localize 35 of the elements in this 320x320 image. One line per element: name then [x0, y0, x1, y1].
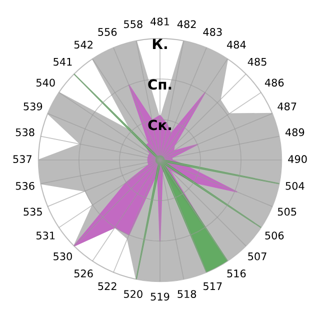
spoke-label: 483 [203, 28, 222, 36]
spoke-label: 535 [24, 208, 42, 216]
spoke-label: 507 [248, 252, 266, 260]
spoke-label: 558 [124, 20, 142, 28]
spoke-label: 540 [36, 78, 55, 87]
spoke-label: 482 [177, 20, 196, 28]
spoke-label: 538 [16, 128, 34, 136]
y-tick-label: К. [152, 38, 167, 49]
spoke-label: 520 [124, 290, 142, 298]
spoke-label: 504 [286, 182, 304, 190]
spoke-label: 489 [285, 128, 304, 136]
spoke-label: 484 [227, 40, 246, 49]
spoke-label: 506 [265, 232, 284, 240]
spoke-label: 556 [98, 28, 117, 36]
spoke-label: 536 [16, 182, 34, 190]
spoke-label: 487 [278, 102, 296, 110]
spoke-label: 522 [98, 282, 116, 290]
spoke-label: 505 [278, 208, 296, 216]
spoke-label: 519 [150, 292, 170, 301]
spoke-label: 537 [13, 155, 32, 164]
spoke-label: 485 [248, 58, 266, 66]
spoke-label: 542 [74, 40, 92, 49]
spoke-label: 486 [264, 78, 284, 87]
y-tick-label: Сп. [148, 79, 172, 90]
spoke-label: 516 [227, 270, 246, 278]
y-tick-label: Ск. [148, 120, 172, 130]
spoke-label: 490 [288, 155, 307, 164]
spoke-label: 531 [36, 232, 55, 240]
spoke-label: 539 [24, 102, 42, 110]
spoke-label: 481 [150, 18, 169, 26]
spoke-label: 517 [204, 282, 222, 290]
spoke-label: 530 [54, 252, 72, 260]
spoke-label: 526 [74, 270, 93, 278]
spoke-label: 541 [54, 58, 72, 66]
spoke-label: 518 [178, 290, 196, 298]
